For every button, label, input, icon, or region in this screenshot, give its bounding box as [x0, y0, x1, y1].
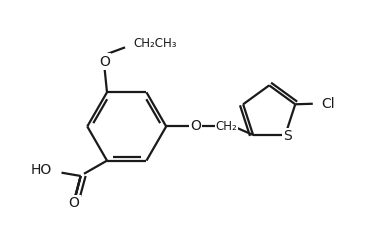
Text: HO: HO — [31, 164, 52, 177]
Text: O: O — [99, 55, 110, 69]
Text: S: S — [283, 129, 292, 143]
Text: Cl: Cl — [321, 97, 335, 111]
Text: O: O — [190, 119, 201, 133]
Text: O: O — [69, 196, 80, 210]
Text: CH₂CH₃: CH₂CH₃ — [133, 37, 177, 50]
Text: CH₂: CH₂ — [215, 120, 237, 133]
